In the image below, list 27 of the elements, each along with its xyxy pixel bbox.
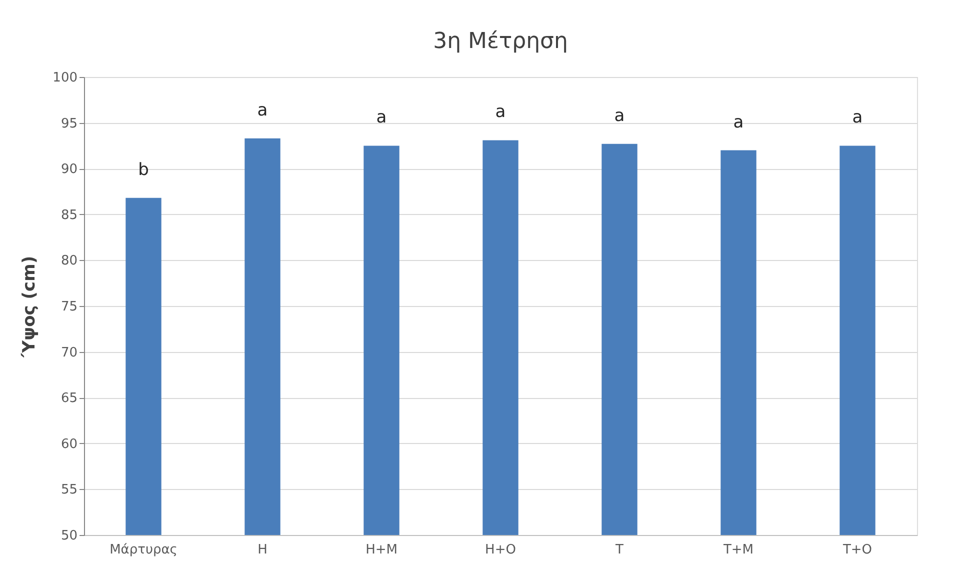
annotation: b	[138, 160, 149, 180]
y-axis-title: Ύψος (cm)	[20, 256, 40, 358]
y-tick-label: 80	[60, 254, 78, 269]
y-tick-label: 60	[60, 436, 78, 452]
x-tick-label: H+O	[485, 542, 516, 558]
y-tick-label: 100	[52, 70, 78, 86]
x-tick-label: T+M	[722, 542, 754, 558]
y-tick-label: 65	[60, 391, 78, 406]
y-tick-label: 95	[60, 116, 78, 132]
annotation: a	[852, 108, 863, 128]
y-tick-label: 50	[60, 528, 78, 544]
y-tick-label: 55	[60, 482, 78, 498]
annotation: a	[733, 112, 744, 132]
x-tick-label: Μάρτυρας	[110, 542, 178, 558]
x-tick-label: H+M	[366, 542, 398, 558]
x-tick-label: T+O	[842, 542, 872, 558]
x-tick-label: H	[258, 542, 268, 558]
chart-title: 3η Μέτρηση	[433, 29, 568, 54]
y-tick-label: 90	[60, 162, 78, 178]
y-tick-label: 70	[60, 345, 78, 360]
annotation: a	[257, 100, 268, 120]
y-tick-label: 85	[60, 208, 78, 223]
annotation: a	[376, 108, 387, 128]
annotation: a	[614, 106, 625, 126]
annotation: a	[495, 102, 506, 122]
x-tick-label: T	[614, 542, 624, 558]
y-tick-label: 75	[60, 300, 78, 314]
